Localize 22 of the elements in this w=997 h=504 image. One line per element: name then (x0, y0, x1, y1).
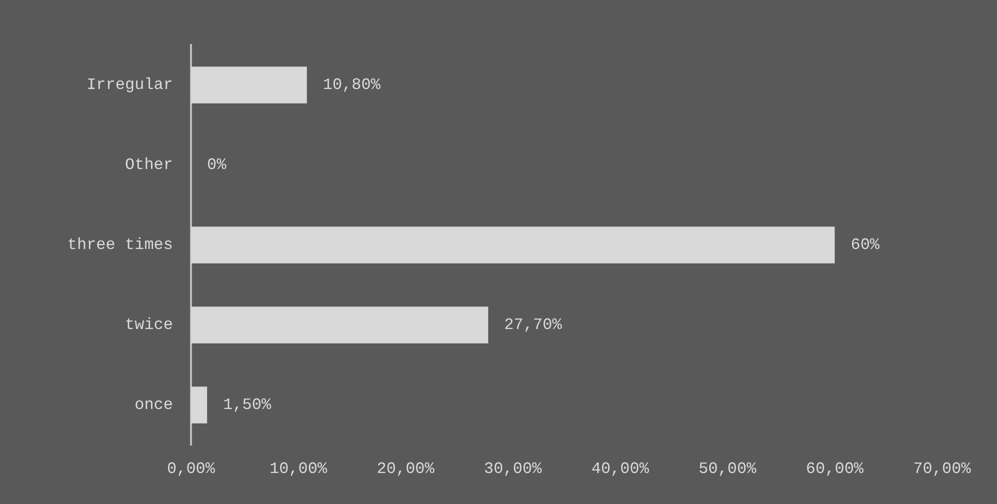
x-tick-label: 30,00% (484, 460, 542, 478)
bar (191, 386, 208, 424)
data-label: 1,50% (223, 396, 272, 414)
data-label: 60% (850, 236, 880, 254)
x-tick-label: 50,00% (698, 460, 757, 478)
y-tick-label: Other (124, 156, 173, 174)
x-tick-label: 20,00% (376, 460, 435, 478)
x-tick-label: 40,00% (591, 460, 650, 478)
y-tick-label: twice (124, 316, 173, 334)
y-tick-label: Irregular (86, 76, 173, 94)
y-tick-label: once (134, 396, 173, 414)
data-label: 27,70% (504, 316, 562, 334)
x-tick-label: 70,00% (913, 460, 972, 478)
x-tick-label: 10,00% (269, 460, 328, 478)
data-label: 10,80% (322, 76, 381, 94)
x-tick-label: 60,00% (806, 460, 864, 478)
y-tick-label: three times (67, 236, 173, 254)
x-tick-label: 0,00% (166, 460, 216, 478)
bar (191, 226, 835, 264)
bar (191, 306, 488, 344)
bar (191, 66, 307, 104)
data-label: 0% (207, 156, 227, 174)
